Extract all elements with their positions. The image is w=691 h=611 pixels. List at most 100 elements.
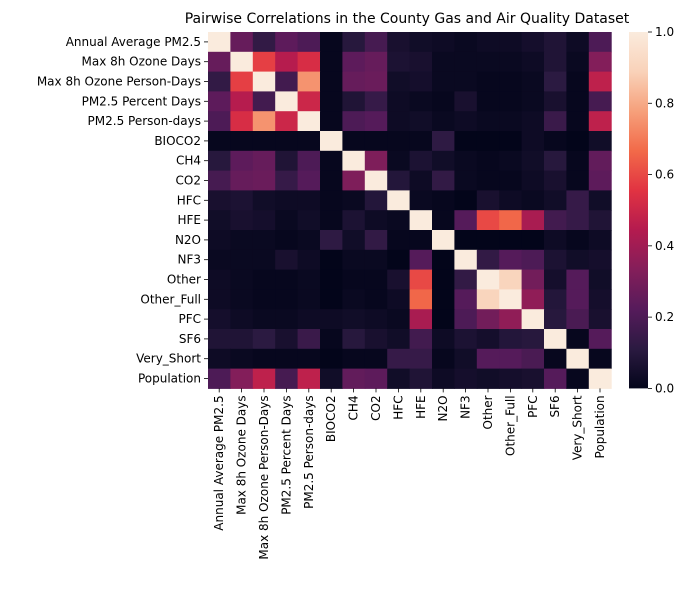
heatmap-cell (208, 131, 231, 152)
heatmap-cell (297, 91, 321, 112)
x-tick-label: PFC (526, 395, 540, 418)
heatmap-cell (297, 348, 321, 370)
heatmap-cell (364, 51, 388, 73)
heatmap-cell (588, 249, 612, 271)
heatmap-cell (230, 91, 254, 112)
heatmap-cell (208, 309, 231, 330)
heatmap-cell (275, 91, 299, 112)
heatmap-cell (588, 269, 612, 290)
heatmap-cell (387, 91, 411, 112)
heatmap-cell (320, 131, 343, 152)
heatmap-cell (252, 71, 276, 92)
heatmap-cell (342, 91, 366, 112)
heatmap-cell (387, 210, 411, 231)
heatmap-cell (409, 91, 433, 112)
heatmap-cell (476, 230, 500, 251)
x-tick-label: Other (481, 395, 495, 429)
heatmap-cell (364, 131, 388, 152)
x-tick-label: BIOCO2 (324, 395, 338, 442)
heatmap-cells (208, 32, 612, 389)
heatmap-cell (521, 131, 545, 152)
heatmap-cell (409, 51, 433, 73)
heatmap-cell (521, 210, 545, 231)
heatmap-cell (208, 51, 231, 73)
heatmap-cell (342, 131, 366, 152)
heatmap-cell (432, 150, 455, 172)
heatmap-cell (364, 329, 388, 350)
heatmap-cell (544, 210, 567, 231)
y-tick-label: N2O (175, 233, 201, 247)
heatmap-cell (320, 289, 343, 310)
heatmap-cell (252, 111, 276, 132)
heatmap-cell (544, 329, 567, 350)
heatmap-cell (275, 111, 299, 132)
heatmap-cell (409, 289, 433, 310)
heatmap-cell (208, 230, 231, 251)
heatmap-cell (566, 131, 590, 152)
heatmap-cell (275, 150, 299, 172)
heatmap-cell (499, 71, 523, 92)
heatmap-cell (364, 91, 388, 112)
heatmap-cell (364, 348, 388, 370)
heatmap-cell (252, 91, 276, 112)
heatmap-cell (499, 348, 523, 370)
heatmap-cell (521, 190, 545, 211)
heatmap-cell (208, 71, 231, 92)
heatmap-cell (588, 329, 612, 350)
heatmap-cell (588, 289, 612, 310)
heatmap-cell (432, 170, 455, 191)
heatmap-cell (252, 32, 276, 53)
heatmap-cell (387, 230, 411, 251)
heatmap-cell (252, 289, 276, 310)
heatmap-cell (342, 368, 366, 389)
heatmap-cell (342, 190, 366, 211)
heatmap-cell (588, 91, 612, 112)
heatmap-cell (208, 32, 231, 53)
heatmap-cell (252, 150, 276, 172)
heatmap-cell (409, 249, 433, 271)
heatmap-cell (208, 111, 231, 132)
heatmap-cell (230, 32, 254, 53)
heatmap-cell (432, 71, 455, 92)
colorbar-tick-label: 0.8 (655, 96, 674, 110)
x-tick-label: PM2.5 Percent Days (279, 395, 293, 514)
heatmap-cell (409, 111, 433, 132)
heatmap-cell (252, 368, 276, 389)
heatmap-cell (499, 210, 523, 231)
heatmap-cell (387, 71, 411, 92)
heatmap-cell (364, 32, 388, 53)
heatmap-cell (320, 368, 343, 389)
heatmap-cell (521, 170, 545, 191)
heatmap-cell (544, 230, 567, 251)
colorbar-tick-label: 1.0 (655, 25, 674, 39)
heatmap-cell (409, 210, 433, 231)
heatmap-cell (499, 190, 523, 211)
heatmap-cell (432, 131, 455, 152)
x-tick-label: PM2.5 Person-days (302, 395, 316, 508)
y-tick-label: Other (167, 273, 201, 287)
heatmap-cell (544, 32, 567, 53)
heatmap-cell (409, 190, 433, 211)
heatmap-cell (476, 150, 500, 172)
heatmap-cell (476, 329, 500, 350)
heatmap-cell (499, 32, 523, 53)
heatmap-cell (454, 348, 478, 370)
heatmap-cell (521, 348, 545, 370)
heatmap-cell (252, 190, 276, 211)
heatmap-cell (454, 111, 478, 132)
x-tick-label: Other_Full (503, 395, 517, 456)
heatmap-cell (364, 71, 388, 92)
heatmap-cell (432, 230, 455, 251)
heatmap-cell (364, 289, 388, 310)
heatmap-cell (252, 131, 276, 152)
heatmap-cell (342, 32, 366, 53)
heatmap-cell (566, 210, 590, 231)
heatmap-cell (275, 368, 299, 389)
heatmap-cell (432, 269, 455, 290)
heatmap-cell (342, 249, 366, 271)
y-tick-label: Very_Short (136, 352, 201, 366)
heatmap-cell (387, 309, 411, 330)
heatmap-cell (476, 190, 500, 211)
heatmap-cell (588, 230, 612, 251)
heatmap-cell (297, 51, 321, 73)
